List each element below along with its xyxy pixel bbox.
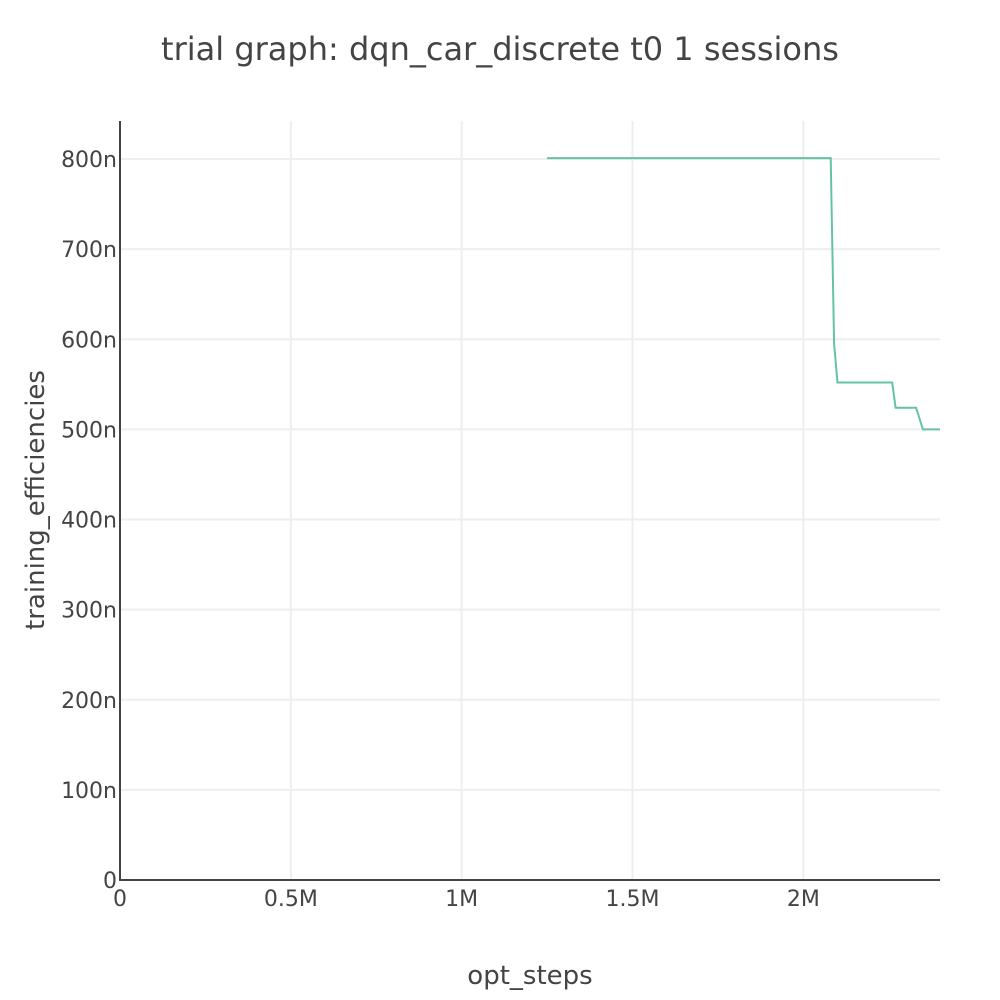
axes xyxy=(119,121,940,881)
y-tick-label: 0 xyxy=(103,869,117,894)
y-tick-label: 300n xyxy=(61,599,117,624)
chart-title: trial graph: dqn_car_discrete t0 1 sessi… xyxy=(161,30,839,68)
y-axis-title: training_efficiencies xyxy=(21,370,51,630)
x-tick-label: 2M xyxy=(787,887,820,912)
tick-labels: 0 100n 200n 300n 400n 500n 600n 700n 800n 0 0.5M 1M… xyxy=(61,148,820,912)
grid xyxy=(120,121,940,880)
x-tick-label: 0 xyxy=(113,887,127,912)
series-layer xyxy=(547,157,940,431)
y-tick-label: 100n xyxy=(61,779,117,804)
y-tick-label: 700n xyxy=(61,238,117,263)
x-tick-label: 0.5M xyxy=(264,887,318,912)
y-tick-label: 400n xyxy=(61,509,117,534)
x-tick-label: 1M xyxy=(445,887,478,912)
y-tick-label: 200n xyxy=(61,689,117,714)
x-tick-label: 1.5M xyxy=(606,887,660,912)
x-axis-title: opt_steps xyxy=(467,961,592,991)
y-tick-label: 500n xyxy=(61,418,117,443)
y-tick-label: 600n xyxy=(61,328,117,353)
series-line xyxy=(547,157,940,431)
y-tick-label: 800n xyxy=(61,148,117,173)
